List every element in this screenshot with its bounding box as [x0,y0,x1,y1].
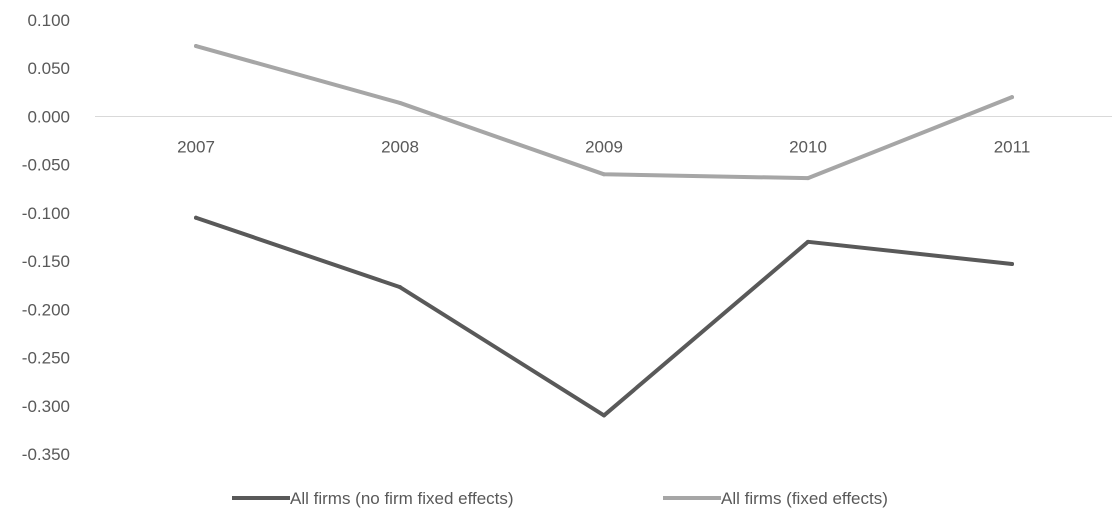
y-tick-label: -0.100 [22,204,70,223]
y-tick-label: -0.250 [22,349,70,368]
x-tick-label: 2007 [177,137,215,156]
series-1-point [194,215,198,220]
series-2-point [806,176,810,181]
y-tick-label: -0.350 [22,445,70,464]
series-lines [194,44,1014,418]
y-tick-label: 0.000 [27,107,70,126]
series-2-point [194,44,198,49]
y-tick-label: -0.050 [22,156,70,175]
series-2-point [398,100,402,105]
y-tick-label: -0.200 [22,300,70,319]
series-1-point [806,239,810,244]
series-line-2 [194,44,1014,181]
x-tick-label: 2011 [994,137,1031,156]
series-1-point [398,285,402,290]
x-tick-label: 2010 [789,137,827,156]
legend-label-2: All firms (fixed effects) [721,489,888,508]
x-tick-label: 2009 [585,137,623,156]
y-tick-label: 0.100 [27,11,70,30]
series-2-point [602,172,606,177]
x-axis-tick-labels: 2007 2008 2009 2010 2011 [177,137,1030,156]
legend: All firms (no firm fixed effects) All fir… [232,489,888,508]
y-tick-label: -0.300 [22,397,70,416]
series-1-point [1010,262,1014,267]
series-2-point [1010,95,1014,100]
y-axis-tick-labels: 0.100 0.050 0.000 -0.050 -0.100 -0.150 -0.200 -… [22,11,70,464]
series-line-1 [194,215,1014,418]
series-1-point [602,413,606,418]
legend-label-1: All firms (no firm fixed effects) [290,489,514,508]
x-tick-label: 2008 [381,137,419,156]
y-tick-label: -0.150 [22,252,70,271]
y-tick-label: 0.050 [27,59,70,78]
